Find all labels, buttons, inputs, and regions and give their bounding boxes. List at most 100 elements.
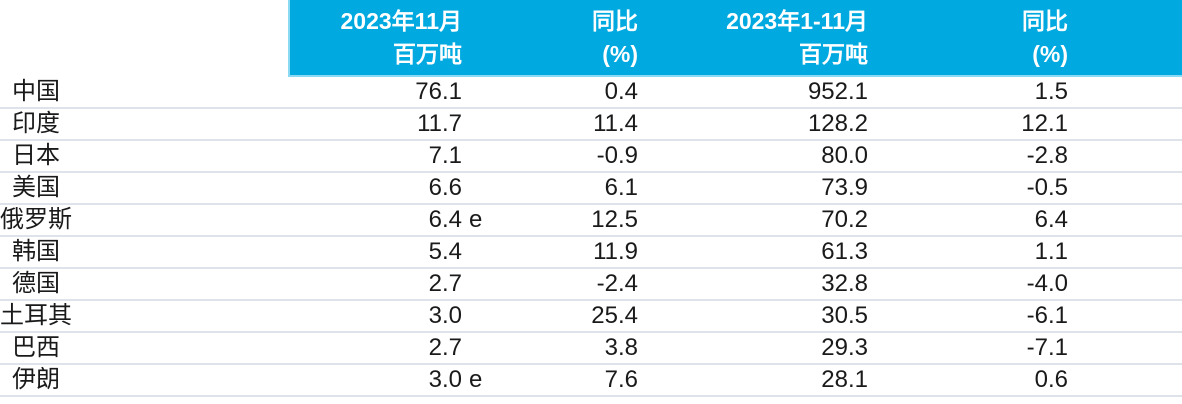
row-filler (1090, 269, 1182, 299)
estimate-flag (462, 333, 488, 363)
country-cell: 德国 (0, 269, 288, 299)
country-cell: 美国 (0, 173, 288, 203)
row-filler (1090, 77, 1182, 107)
nov-volume-value: 11.7 (417, 110, 462, 137)
row-filler (1090, 237, 1182, 267)
ytd-volume-value: 70.2 (821, 206, 868, 233)
estimate-flag (462, 77, 488, 107)
country-cell: 土耳其 (0, 301, 288, 331)
nov-volume-cell: 11.7 (288, 109, 500, 139)
estimate-flag: e (469, 366, 483, 393)
nov-volume-cell: 3.0 (288, 301, 500, 331)
table-row: 俄罗斯 6.4 e 12.5 70.2 6.4 (0, 205, 1182, 237)
header-nov-yoy-line1: 同比 (592, 8, 638, 34)
table-row: 土耳其 3.0 25.4 30.5 -6.1 (0, 301, 1182, 333)
nov-volume-value: 2.7 (428, 334, 462, 361)
header-ytd-volume-line2: 百万吨 (799, 41, 868, 67)
table-row: 中国 76.1 0.4 952.1 1.5 (0, 77, 1182, 109)
header-nov-yoy: 同比 (%) (500, 0, 660, 77)
ytd-yoy-value: 1.5 (1034, 78, 1068, 105)
row-filler (1090, 173, 1182, 203)
nov-volume-cell: 2.7 (288, 269, 500, 299)
nov-yoy-value: 7.6 (604, 366, 638, 393)
country-cell: 印度 (0, 109, 288, 139)
estimate-flag (462, 237, 488, 267)
country-label: 伊朗 (12, 366, 60, 393)
ytd-yoy-value: 0.6 (1034, 366, 1068, 393)
nov-yoy-value: 6.1 (604, 174, 638, 201)
ytd-volume-value: 28.1 (821, 366, 868, 393)
ytd-yoy-value: -4.0 (1026, 270, 1068, 297)
header-ytd-volume: 2023年1-11月 百万吨 (660, 0, 890, 77)
estimate-flag (462, 269, 488, 299)
nov-volume-value: 5.4 (428, 238, 462, 265)
nov-volume-cell: 6.6 (288, 173, 500, 203)
nov-volume-value: 3.0 (428, 302, 462, 329)
country-label: 土耳其 (0, 302, 72, 329)
header-nov-volume-line1: 2023年11月 (340, 8, 462, 34)
country-cell: 巴西 (0, 333, 288, 363)
country-cell: 伊朗 (0, 365, 288, 395)
header-corner-blank (0, 0, 288, 77)
nov-yoy-value: 12.5 (591, 206, 638, 233)
estimate-flag: e (469, 206, 483, 233)
header-ytd-volume-line1: 2023年1-11月 (726, 8, 868, 34)
country-label: 巴西 (12, 334, 60, 361)
country-cell: 中国 (0, 77, 288, 107)
nov-volume-cell: 6.4 e (288, 205, 500, 235)
table-row: 巴西 2.7 3.8 29.3 -7.1 (0, 333, 1182, 365)
ytd-volume-value: 73.9 (821, 174, 868, 201)
nov-yoy-value: 0.4 (604, 78, 638, 105)
country-label: 韩国 (12, 238, 60, 265)
ytd-yoy-value: -7.1 (1026, 334, 1068, 361)
table-row: 德国 2.7 -2.4 32.8 -4.0 (0, 269, 1182, 301)
table-body: 中国 76.1 0.4 952.1 1.5 印度 11.7 11.4 128.2… (0, 77, 1182, 397)
nov-yoy-value: 11.4 (593, 110, 638, 137)
nov-yoy-value: -2.4 (596, 270, 638, 297)
ytd-volume-value: 32.8 (821, 270, 868, 297)
ytd-volume-value: 952.1 (807, 78, 868, 105)
nov-yoy-value: -0.9 (596, 142, 638, 169)
ytd-yoy-value: 12.1 (1021, 110, 1068, 137)
country-cell: 俄罗斯 (0, 205, 288, 235)
nov-volume-cell: 2.7 (288, 333, 500, 363)
row-filler (1090, 205, 1182, 235)
table-row: 印度 11.7 11.4 128.2 12.1 (0, 109, 1182, 141)
table-row: 伊朗 3.0 e 7.6 28.1 0.6 (0, 365, 1182, 397)
ytd-volume-value: 61.3 (821, 238, 868, 265)
nov-volume-value: 6.4 (428, 206, 462, 233)
ytd-yoy-value: -6.1 (1026, 302, 1068, 329)
table-row: 日本 7.1 -0.9 80.0 -2.8 (0, 141, 1182, 173)
ytd-volume-value: 80.0 (821, 142, 868, 169)
estimate-flag (462, 301, 488, 331)
nov-yoy-value: 25.4 (591, 302, 638, 329)
table-row: 美国 6.6 6.1 73.9 -0.5 (0, 173, 1182, 205)
nov-volume-cell: 3.0 e (288, 365, 500, 395)
ytd-volume-value: 29.3 (821, 334, 868, 361)
country-label: 日本 (12, 142, 60, 169)
nov-volume-cell: 7.1 (288, 141, 500, 171)
nov-volume-value: 7.1 (428, 142, 462, 169)
country-label: 德国 (12, 270, 60, 297)
country-label: 俄罗斯 (0, 206, 72, 233)
table-header-row: 2023年11月 百万吨 同比 (%) 2023年1-11月 百万吨 同比 (%… (0, 0, 1182, 77)
header-ytd-yoy: 同比 (%) (890, 0, 1090, 77)
nov-volume-value: 2.7 (428, 270, 462, 297)
table-row: 韩国 5.4 11.9 61.3 1.1 (0, 237, 1182, 269)
nov-yoy-value: 3.8 (604, 334, 638, 361)
nov-volume-value: 76.1 (415, 78, 462, 105)
header-ytd-yoy-line2: (%) (1032, 41, 1068, 67)
ytd-yoy-value: 1.1 (1034, 238, 1068, 265)
ytd-yoy-value: -0.5 (1026, 174, 1068, 201)
ytd-volume-value: 128.2 (807, 110, 868, 137)
country-cell: 韩国 (0, 237, 288, 267)
ytd-yoy-value: -2.8 (1026, 142, 1068, 169)
estimate-flag (462, 173, 488, 203)
header-nov-volume-line2: 百万吨 (393, 41, 462, 67)
row-filler (1090, 301, 1182, 331)
row-filler (1090, 141, 1182, 171)
nov-volume-cell: 5.4 (288, 237, 500, 267)
ytd-yoy-value: 6.4 (1034, 206, 1068, 233)
nov-volume-value: 6.6 (428, 174, 462, 201)
